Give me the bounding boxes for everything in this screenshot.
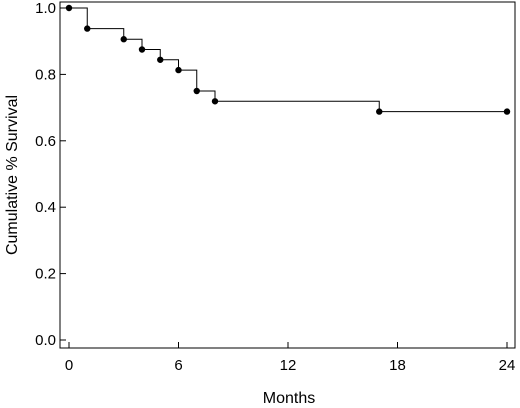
survival-point <box>65 4 73 12</box>
survival-point <box>211 98 219 105</box>
x-tick-label: 24 <box>499 357 516 374</box>
plot-frame <box>59 1 516 349</box>
x-tick-label: 18 <box>389 357 406 374</box>
survival-point <box>503 108 511 115</box>
y-tick-label: 0.6 <box>35 133 56 150</box>
survival-point <box>138 46 146 53</box>
y-axis-title: Cumulative % Survival <box>4 95 21 255</box>
y-tick-label: 0.0 <box>35 332 56 349</box>
x-axis: 0 6 12 18 24 <box>65 342 516 374</box>
x-axis-title: Months <box>263 390 315 407</box>
censor-points <box>65 4 511 115</box>
survival-point <box>376 108 383 115</box>
y-tick-label: 0.2 <box>35 266 56 283</box>
survival-point <box>175 66 182 74</box>
survival-point <box>84 25 91 32</box>
survival-point <box>193 87 200 95</box>
y-axis: 0.0 0.2 0.4 0.6 0.8 1.0 <box>35 0 66 349</box>
x-tick-label: 12 <box>280 357 297 374</box>
survival-point <box>120 36 127 43</box>
x-tick-label: 0 <box>65 357 73 374</box>
y-tick-label: 1.0 <box>35 0 56 17</box>
survival-point <box>157 56 164 63</box>
y-tick-label: 0.8 <box>35 66 56 83</box>
x-tick-label: 6 <box>174 357 182 374</box>
y-tick-label: 0.4 <box>35 199 56 216</box>
survival-step-line <box>69 7 507 113</box>
